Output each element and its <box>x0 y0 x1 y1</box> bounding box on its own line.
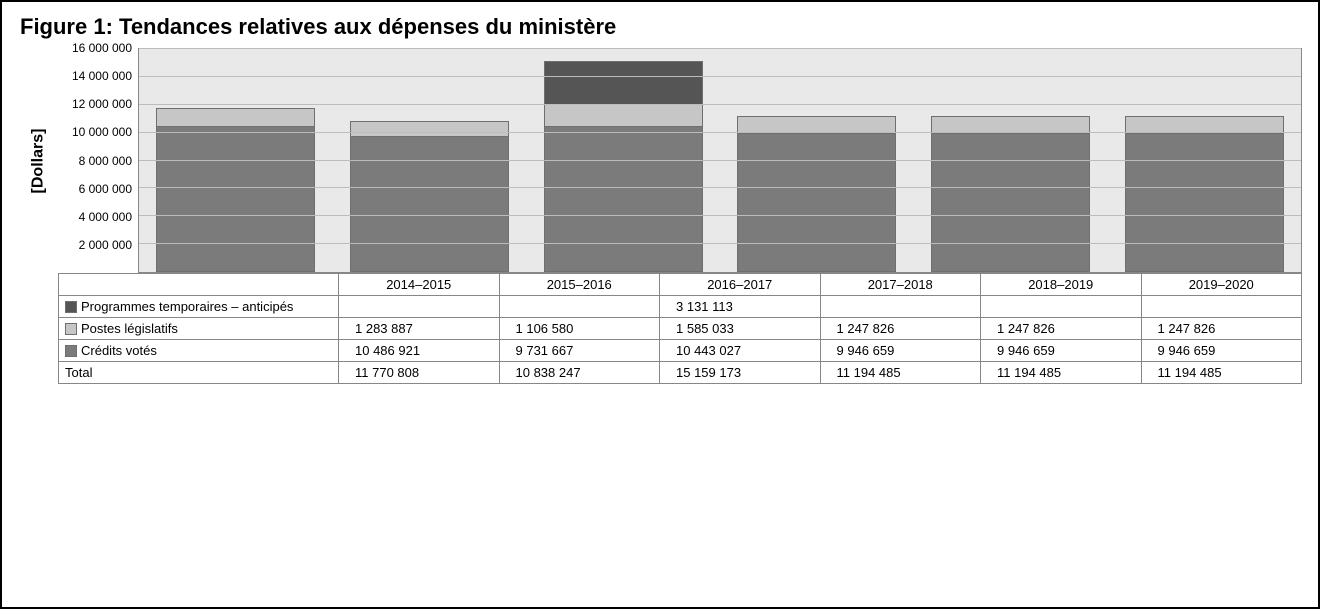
table-row: Postes législatifs 1 283 8871 106 5801 58… <box>59 318 1302 340</box>
table-cell: 3 131 113 <box>660 296 821 318</box>
stacked-bar <box>156 49 315 272</box>
grid-line <box>139 215 1301 216</box>
bar-slot <box>139 49 333 272</box>
figure-title: Figure 1: Tendances relatives aux dépens… <box>20 14 1302 40</box>
table-cell: 1 283 887 <box>339 318 500 340</box>
y-axis-ticks: 2 000 000 4 000 000 6 000 000 8 000 000 10 0… <box>58 48 138 273</box>
data-table-cell: 2014–20152015–20162016–20172017–20182018… <box>58 273 1302 591</box>
stacked-bar <box>931 49 1090 272</box>
bar-slot <box>526 49 720 272</box>
table-cell: 11 770 808 <box>339 362 500 384</box>
y-tick-label: 6 000 000 <box>79 182 132 196</box>
stacked-bar <box>350 49 509 272</box>
row-label-text: Postes législatifs <box>81 321 178 336</box>
table-cell: 1 247 826 <box>820 318 981 340</box>
grid-line <box>139 160 1301 161</box>
y-axis-label: [Dollars] <box>29 128 47 193</box>
bar-segment-postes <box>156 108 315 126</box>
y-tick-label: 16 000 000 <box>72 41 132 55</box>
grid-line <box>139 76 1301 77</box>
y-tick-label: 12 000 000 <box>72 97 132 111</box>
table-cell <box>820 296 981 318</box>
table-row-label: Total <box>59 362 339 384</box>
table-cell: 9 946 659 <box>1141 340 1302 362</box>
plot-area <box>138 48 1302 273</box>
table-cell: 11 194 485 <box>981 362 1142 384</box>
legend-swatch <box>65 323 77 335</box>
y-tick-label: 14 000 000 <box>72 69 132 83</box>
table-cell: 11 194 485 <box>820 362 981 384</box>
table-column-header: 2017–2018 <box>820 274 981 296</box>
grid-line <box>139 187 1301 188</box>
table-cell <box>981 296 1142 318</box>
chart-grid: [Dollars] 2 000 000 4 000 000 6 000 000 8 0… <box>18 48 1302 591</box>
table-column-header: 2016–2017 <box>660 274 821 296</box>
bar-segment-postes <box>350 121 509 136</box>
y-tick-label: 10 000 000 <box>72 125 132 139</box>
y-tick-label: 2 000 000 <box>79 238 132 252</box>
grid-line <box>139 243 1301 244</box>
bar-segment-credits <box>1125 133 1284 272</box>
grid-line <box>139 104 1301 105</box>
table-cell: 1 247 826 <box>1141 318 1302 340</box>
row-label-text: Crédits votés <box>81 343 157 358</box>
table-cell: 9 946 659 <box>820 340 981 362</box>
table-row-label: Crédits votés <box>59 340 339 362</box>
table-cell: 10 838 247 <box>499 362 660 384</box>
table-body: Programmes temporaires – anticipés 3 131 … <box>59 296 1302 384</box>
stacked-bar <box>1125 49 1284 272</box>
table-column-header: 2019–2020 <box>1141 274 1302 296</box>
legend-swatch <box>65 301 77 313</box>
table-cell: 10 486 921 <box>339 340 500 362</box>
table-cell: 1 106 580 <box>499 318 660 340</box>
table-cell <box>339 296 500 318</box>
stacked-bar <box>737 49 896 272</box>
row-label-text: Programmes temporaires – anticipés <box>81 299 293 314</box>
table-cell: 9 946 659 <box>981 340 1142 362</box>
y-tick-label: 8 000 000 <box>79 154 132 168</box>
y-axis-label-cell: [Dollars] <box>18 48 58 273</box>
table-cell <box>1141 296 1302 318</box>
bar-segment-credits <box>544 126 703 272</box>
row-label-text: Total <box>65 365 92 380</box>
grid-line <box>139 48 1301 49</box>
bar-slot <box>1107 49 1301 272</box>
table-column-header: 2014–2015 <box>339 274 500 296</box>
figure-container: Figure 1: Tendances relatives aux dépens… <box>0 0 1320 609</box>
table-row: Crédits votés 10 486 9219 731 66710 443 0… <box>59 340 1302 362</box>
bar-segment-prog <box>544 61 703 105</box>
table-column-header: 2015–2016 <box>499 274 660 296</box>
grid-line <box>139 132 1301 133</box>
table-cell: 1 585 033 <box>660 318 821 340</box>
bar-segment-credits <box>156 126 315 272</box>
bar-slot <box>333 49 527 272</box>
table-row: Total11 770 80810 838 24715 159 17311 19… <box>59 362 1302 384</box>
table-header-row: 2014–20152015–20162016–20172017–20182018… <box>59 274 1302 296</box>
table-header-blank <box>59 274 339 296</box>
bars-layer <box>139 49 1301 272</box>
table-row-label: Postes législatifs <box>59 318 339 340</box>
stacked-bar <box>544 49 703 272</box>
bar-slot <box>914 49 1108 272</box>
legend-swatch <box>65 345 77 357</box>
table-cell: 15 159 173 <box>660 362 821 384</box>
table-cell: 1 247 826 <box>981 318 1142 340</box>
bar-slot <box>720 49 914 272</box>
bar-segment-credits <box>350 136 509 272</box>
table-cell: 9 731 667 <box>499 340 660 362</box>
y-tick-label: 4 000 000 <box>79 210 132 224</box>
table-row-label: Programmes temporaires – anticipés <box>59 296 339 318</box>
table-column-header: 2018–2019 <box>981 274 1142 296</box>
table-cell: 10 443 027 <box>660 340 821 362</box>
data-table: 2014–20152015–20162016–20172017–20182018… <box>58 273 1302 384</box>
table-row: Programmes temporaires – anticipés 3 131 … <box>59 296 1302 318</box>
bar-segment-credits <box>737 133 896 272</box>
bar-segment-credits <box>931 133 1090 272</box>
table-cell: 11 194 485 <box>1141 362 1302 384</box>
table-cell <box>499 296 660 318</box>
bar-segment-postes <box>544 104 703 126</box>
